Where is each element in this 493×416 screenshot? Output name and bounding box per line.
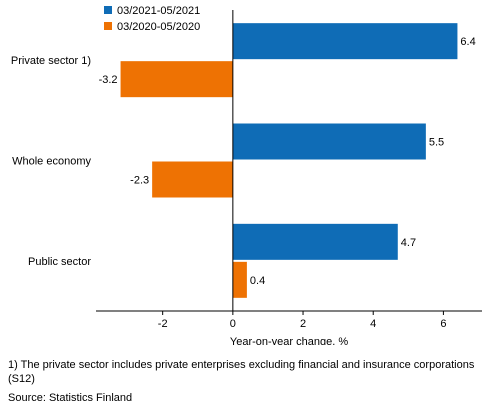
data-label: -3.2 [99,74,118,86]
legend-swatch [104,22,112,30]
bar [232,223,398,260]
bar [120,61,233,98]
footnote: 1) The private sector includes private e… [8,359,475,385]
legend-label: 03/2020-05/2020 [117,21,200,33]
x-tick-label: 4 [370,318,376,330]
legend-label: 03/2021-05/2021 [117,5,200,17]
x-axis-title: Year-on-year change, % [230,336,348,345]
category-label: Whole economy [12,156,91,168]
legend-swatch [104,6,112,14]
bar-chart: -2 0 2 4 6 Year-on-year change, % Private sect… [11,5,482,345]
data-label: 5.5 [429,137,444,149]
data-label: -2.3 [130,175,149,187]
data-label: 4.7 [401,237,416,249]
category-label: Private sector 1) [11,55,91,67]
x-tick-label: -2 [158,318,168,330]
bar [232,123,426,160]
bar [232,23,458,60]
x-tick-label: 2 [300,318,306,330]
bar [232,261,247,298]
x-tick-label: 0 [230,318,236,330]
bar [152,161,233,198]
x-tick-label: 6 [440,318,446,330]
data-label: 6.4 [460,36,475,48]
data-label: 0.4 [250,275,265,287]
category-label: Public sector [28,256,91,268]
source-note: Source: Statistics Finland [8,392,133,404]
